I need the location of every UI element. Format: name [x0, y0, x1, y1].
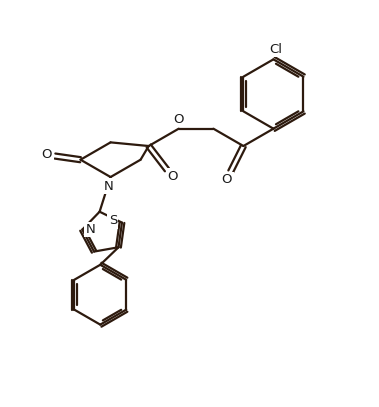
Text: Cl: Cl — [269, 43, 282, 56]
Text: O: O — [167, 170, 178, 183]
Text: N: N — [86, 223, 95, 236]
Text: N: N — [104, 179, 114, 193]
Text: O: O — [222, 173, 232, 186]
Text: S: S — [109, 214, 117, 227]
Text: O: O — [42, 148, 52, 161]
Text: O: O — [173, 113, 183, 126]
